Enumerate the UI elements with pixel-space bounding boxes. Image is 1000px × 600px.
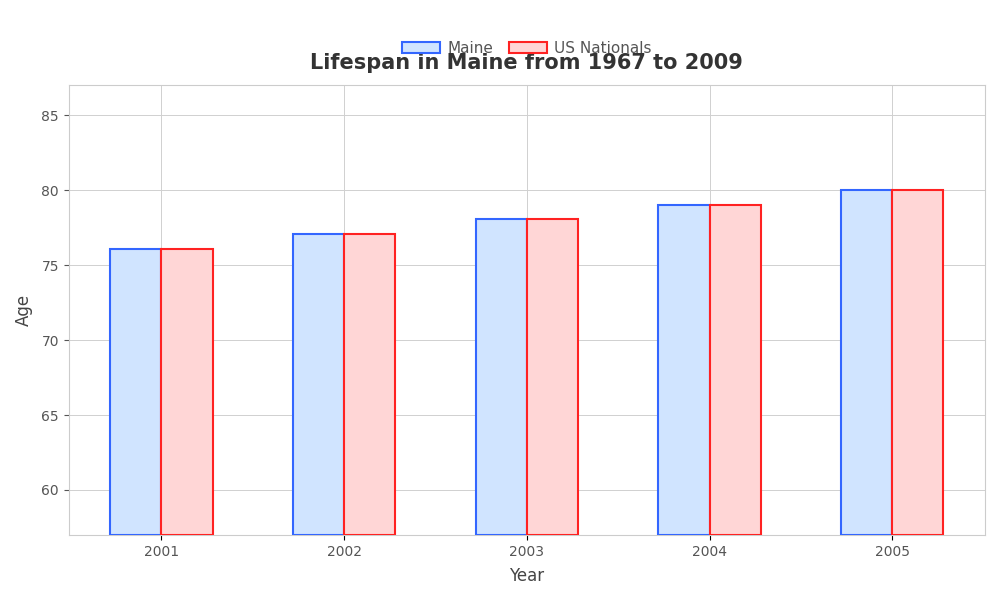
X-axis label: Year: Year: [509, 567, 544, 585]
Bar: [658, 205, 710, 535]
Bar: [841, 190, 892, 535]
Bar: [892, 190, 943, 535]
Bar: [527, 219, 578, 535]
Bar: [476, 219, 527, 535]
Bar: [293, 234, 344, 535]
Title: Lifespan in Maine from 1967 to 2009: Lifespan in Maine from 1967 to 2009: [310, 53, 743, 73]
Bar: [344, 234, 395, 535]
Bar: [161, 249, 213, 535]
Y-axis label: Age: Age: [15, 294, 33, 326]
Bar: [710, 205, 761, 535]
Legend: Maine, US Nationals: Maine, US Nationals: [396, 35, 658, 62]
Bar: [110, 249, 161, 535]
